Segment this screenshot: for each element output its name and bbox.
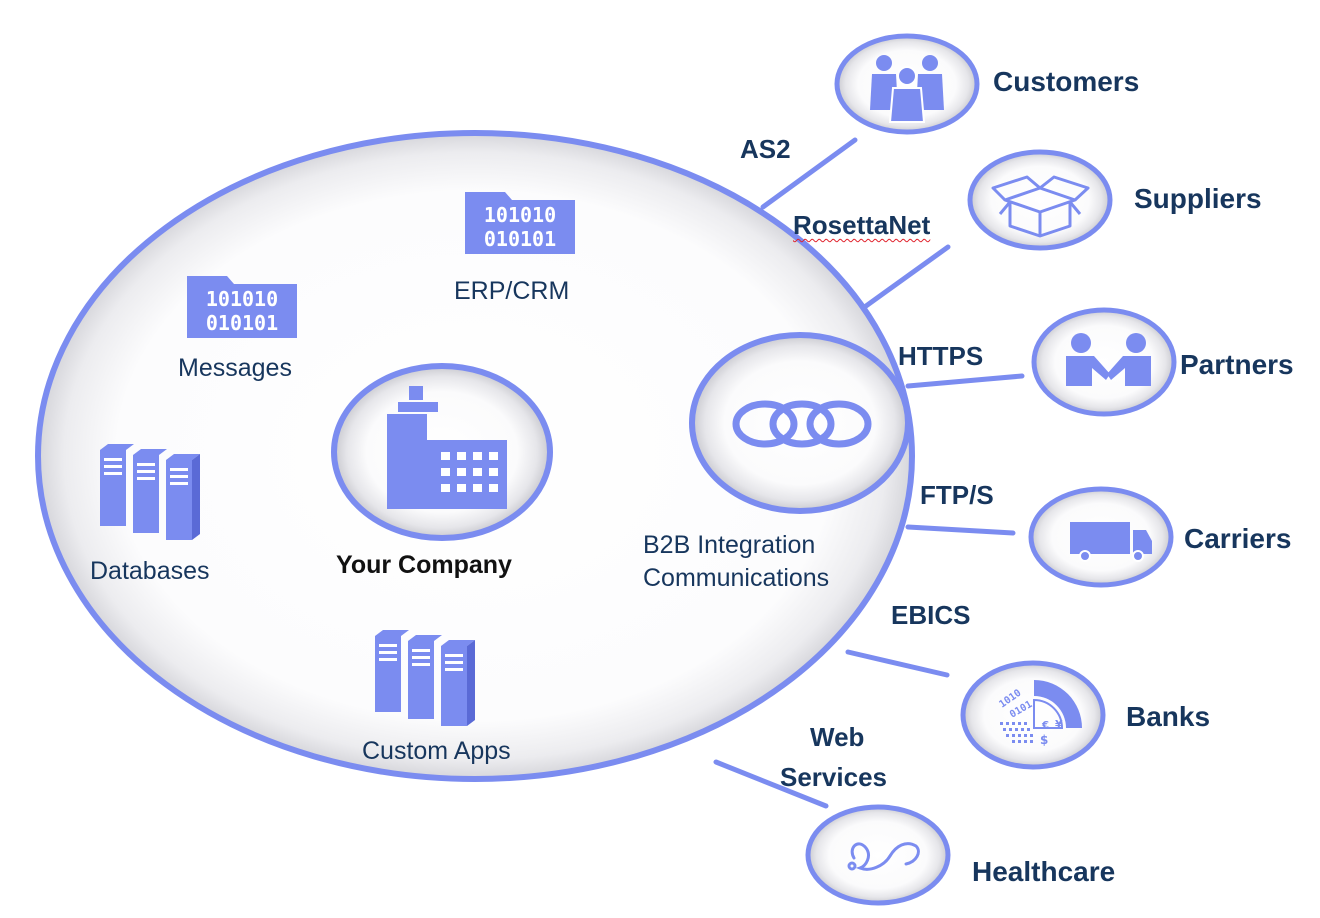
messages-bits-2: 010101 [206, 311, 278, 335]
protocol-as2: AS2 [740, 134, 791, 164]
open-box-icon [991, 175, 1090, 238]
erp-bits-2: 010101 [484, 227, 556, 251]
handshake-icon [1066, 333, 1151, 386]
databases-label: Databases [90, 557, 210, 585]
hub-label-line2: Communications [643, 564, 830, 592]
suppliers-bubble [967, 149, 1113, 251]
building-icon [387, 386, 507, 509]
connector-banks [845, 649, 950, 678]
connector-partners [905, 373, 1025, 389]
connector-carriers [905, 524, 1016, 536]
custom-apps-label: Custom Apps [362, 737, 511, 765]
partner-banks-label: Banks [1126, 701, 1211, 732]
partner-customers-label: Customers [993, 66, 1140, 97]
erp-bits-1: 101010 [484, 203, 556, 227]
svg-text:¥: ¥ [1055, 718, 1063, 731]
connector-healthcare [713, 759, 829, 809]
protocol-web-services-line1: Web [810, 722, 865, 752]
binary-folder-icon-erp: 101010 010101 [465, 192, 575, 254]
linked-rings-icon [732, 400, 872, 448]
svg-text:€: € [1041, 720, 1049, 731]
messages-label: Messages [178, 354, 292, 382]
company-label: Your Company [336, 551, 512, 579]
people-group-icon [870, 55, 944, 123]
protocol-ftps: FTP/S [920, 480, 994, 510]
connector-suppliers [863, 244, 951, 309]
messages-bits-1: 101010 [206, 287, 278, 311]
partner-healthcare-label: Healthcare [972, 856, 1116, 887]
stethoscope-icon [847, 842, 920, 871]
hub-circle [689, 332, 911, 514]
protocol-ebics: EBICS [891, 600, 971, 630]
server-rack-icon-custom-apps [375, 630, 475, 726]
erp-label: ERP/CRM [454, 277, 570, 305]
protocol-https: HTTPS [898, 341, 984, 371]
partners-bubble [1031, 307, 1177, 417]
svg-text:$: $ [1040, 733, 1048, 747]
server-rack-icon-databases [100, 444, 200, 540]
partner-partners-label: Partners [1180, 349, 1294, 380]
protocol-rosettanet: RosettaNet [793, 210, 931, 240]
binary-folder-icon-messages: 101010 010101 [187, 276, 297, 338]
partner-carriers-label: Carriers [1184, 523, 1292, 554]
protocol-web-services-line2: Services [780, 762, 887, 792]
healthcare-bubble [805, 804, 951, 906]
truck-icon [1070, 522, 1152, 562]
partner-suppliers-label: Suppliers [1134, 183, 1262, 214]
connector-lines [713, 137, 1025, 809]
hub-label-line1: B2B Integration [643, 531, 816, 559]
connector-customers [760, 137, 858, 210]
